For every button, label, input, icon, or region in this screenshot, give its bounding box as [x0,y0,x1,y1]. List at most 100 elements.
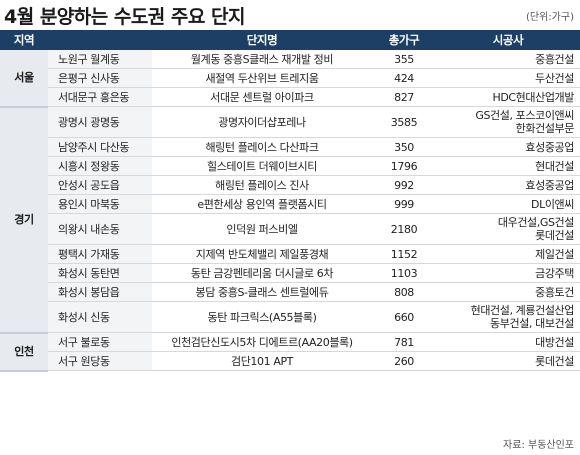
name-cell: 동탄 금강펜테리움 더시글로 6차 [152,263,372,283]
builder-cell: DL이앤씨 [436,194,580,214]
builder-cell: 현대건설 [436,156,580,176]
units-cell: 3585 [372,106,436,138]
name-cell: 봉담 중흥S-클래스 센트럴에듀 [152,282,372,302]
table-row: 안성시 공도읍 해링턴 플레이스 진사 992 효성중공업 [0,175,580,195]
builder-name: 한화건설부문 [515,122,575,135]
builder-cell: 효성중공업 [436,175,580,195]
units-cell: 808 [372,282,436,302]
units-cell: 260 [372,351,436,371]
builder-cell: GS건설, 포스코이앤씨 한화건설부문 [436,106,580,138]
builder-name: GS건설, 포스코이앤씨 [475,109,574,122]
units-cell: 424 [372,68,436,88]
location-cell: 용인시 마북동 [48,194,152,214]
units-cell: 1796 [372,156,436,176]
name-cell: 광명자이더샵포레나 [152,106,372,138]
builder-name: 효성중공업 [525,140,574,154]
units-cell: 660 [372,301,436,333]
builder-name: 대방건설 [535,335,574,349]
location-cell: 화성시 동탄면 [48,263,152,283]
table-row: 남양주시 다산동 해링턴 플레이스 다산파크 350 효성중공업 [0,137,580,157]
location-cell: 광명시 광명동 [48,106,152,138]
table-row: 화성시 동탄면 동탄 금강펜테리움 더시글로 6차 1103 금강주택 [0,263,580,283]
builder-name: 효성중공업 [525,178,574,192]
name-cell: 검단101 APT [152,351,372,371]
name-cell: 새절역 두산위브 트레지움 [152,68,372,88]
location-cell: 화성시 신동 [48,301,152,333]
location-cell: 은평구 신사동 [48,68,152,88]
name-cell: 인덕원 퍼스비엘 [152,213,372,245]
builder-cell: 롯데건설 [436,351,580,371]
table-row: 서대문구 홍은동 서대문 센트럴 아이파크 827 HDC현대산업개발 [0,87,580,107]
location-cell: 안성시 공도읍 [48,175,152,195]
table-row: 서울 노원구 월계동 월계동 중흥S클래스 재개발 정비 355 중흥건설 [0,50,580,108]
units-cell: 827 [372,87,436,107]
builder-cell: 중흥토건 [436,282,580,302]
region-label: 경기 [0,106,48,334]
builder-name: 현대건설 [535,159,574,173]
region-label: 인천 [0,332,48,372]
builder-name: 동부건설, 대보건설 [490,317,574,330]
location-cell: 의왕시 내손동 [48,213,152,245]
name-cell: 인천검단신도시5차 디에트르(AA20블록) [152,332,372,352]
name-cell: 힐스테이트 더웨이브시티 [152,156,372,176]
units-cell: 355 [372,50,436,69]
table-row: 은평구 신사동 새절역 두산위브 트레지움 424 두산건설 [0,68,580,88]
location-cell: 남양주시 다산동 [48,137,152,157]
source-note: 자료: 부동산인포 [503,440,574,451]
builder-cell: 현대건설, 계룡건설산업 동부건설, 대보건설 [436,301,580,333]
builder-name: 중흥건설 [535,52,574,66]
table-row: 용인시 마북동 e편한세상 용인역 플랫폼시티 999 DL이앤씨 [0,194,580,214]
builder-cell: 중흥건설 [436,50,580,69]
unit-note: (단위:가구) [526,12,574,23]
table-row: 평택시 가재동 지제역 반도체밸리 제일풍경채 1152 제일건설 [0,244,580,264]
name-cell: 해링턴 플레이스 다산파크 [152,137,372,157]
builder-name: 대우건설,GS건설 [497,216,575,229]
region-label: 서울 [0,50,48,108]
table-row: 인천 서구 불로동 인천검단신도시5차 디에트르(AA20블록) 781 대방건설 [0,332,580,372]
name-cell: e편한세상 용인역 플랫폼시티 [152,194,372,214]
units-cell: 1103 [372,263,436,283]
name-cell: 해링턴 플레이스 진사 [152,175,372,195]
builder-cell: 대방건설 [436,332,580,352]
header-units: 총가구 [372,30,436,50]
table-row: 경기 광명시 광명동 광명자이더샵포레나 3585 GS건설, 포스코이앤씨 한화건설부문 [0,106,580,334]
apartment-table: 지역 단지명 총가구 시공사 서울 노원구 월계동 월계동 중흥S클래스 재개발 정… [0,30,580,372]
header-location [48,30,152,50]
units-cell: 781 [372,332,436,352]
table-row: 의왕시 내손동 인덕원 퍼스비엘 2180 대우건설,GS건설 롯데건설 [0,213,580,245]
header-builder: 시공사 [436,30,580,50]
header-name: 단지명 [152,30,372,50]
units-cell: 350 [372,137,436,157]
header-region: 지역 [0,30,48,50]
builder-cell: 두산건설 [436,68,580,88]
page-title: 4월 분양하는 수도권 주요 단지 [4,6,245,28]
location-cell: 서구 불로동 [48,332,152,352]
units-cell: 2180 [372,213,436,245]
location-cell: 화성시 봉담읍 [48,282,152,302]
location-cell: 서대문구 홍은동 [48,87,152,107]
builder-name: 두산건설 [535,71,574,85]
builder-name: HDC현대산업개발 [492,90,574,104]
name-cell: 동탄 파크릭스(A55블록) [152,301,372,333]
builder-cell: HDC현대산업개발 [436,87,580,107]
name-cell: 지제역 반도체밸리 제일풍경채 [152,244,372,264]
units-cell: 999 [372,194,436,214]
builder-name: 제일건설 [535,247,574,261]
builder-name: 중흥토건 [535,285,574,299]
builder-name: 롯데건설 [535,229,574,242]
location-cell: 노원구 월계동 [48,50,152,69]
table-header: 지역 단지명 총가구 시공사 [0,30,580,50]
builder-cell: 효성중공업 [436,137,580,157]
table-row: 서구 원당동 검단101 APT 260 롯데건설 [0,351,580,371]
table-body: 서울 노원구 월계동 월계동 중흥S클래스 재개발 정비 355 중흥건설 은평구 신사동… [0,50,580,372]
builder-name: 현대건설, 계룡건설산업 [470,304,575,317]
table-row: 화성시 신동 동탄 파크릭스(A55블록) 660 현대건설, 계룡건설산업 동부건설,… [0,301,580,333]
builder-cell: 금강주택 [436,263,580,283]
builder-cell: 제일건설 [436,244,580,264]
name-cell: 서대문 센트럴 아이파크 [152,87,372,107]
builder-cell: 대우건설,GS건설 롯데건설 [436,213,580,245]
builder-name: 롯데건설 [535,354,574,368]
units-cell: 992 [372,175,436,195]
location-cell: 서구 원당동 [48,351,152,371]
units-cell: 1152 [372,244,436,264]
